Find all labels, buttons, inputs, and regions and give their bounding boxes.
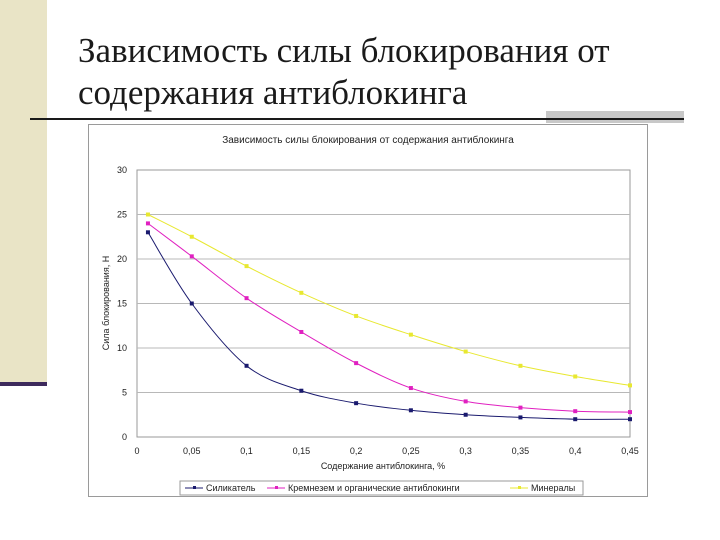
x-tick-label: 0,25 [402, 446, 420, 456]
series-group [145, 212, 632, 422]
x-axis-label: Содержание антиблокинга, % [321, 461, 445, 471]
x-tick-label: 0 [134, 446, 139, 456]
title-rule [30, 118, 684, 120]
series-line-2 [147, 223, 631, 413]
data-point [299, 329, 304, 334]
data-point [628, 383, 632, 388]
x-tick-label: 0,15 [293, 446, 311, 456]
y-tick-label: 0 [122, 432, 127, 442]
data-point [518, 415, 523, 420]
y-tick-label: 30 [117, 165, 127, 175]
data-point [145, 230, 150, 235]
data-point [573, 417, 578, 422]
data-point [354, 313, 359, 318]
data-point [573, 374, 578, 379]
y-tick-label: 10 [117, 343, 127, 353]
x-tick-label: 0,05 [183, 446, 201, 456]
data-point [189, 234, 194, 239]
x-tick-label: 0,1 [240, 446, 253, 456]
legend-marker [193, 486, 196, 489]
x-tick-label: 0,3 [459, 446, 472, 456]
y-tick-label: 20 [117, 254, 127, 264]
data-point [463, 399, 468, 404]
data-point [189, 301, 194, 306]
data-point [518, 405, 523, 410]
legend-entry: Силикатель [206, 483, 256, 493]
slide-title: Зависимость силы блокирования от содержа… [78, 31, 610, 112]
data-point [189, 254, 194, 259]
side-decor-bar [0, 0, 47, 382]
legend-marker [518, 486, 521, 489]
side-decor-accent [0, 382, 47, 386]
x-tick-label: 0,45 [621, 446, 639, 456]
x-axis: 0 0,05 0,1 0,15 0,2 0,25 0,3 0,35 0,4 0,45 [134, 446, 638, 456]
x-tick-label: 0,35 [512, 446, 530, 456]
data-point [628, 417, 632, 422]
y-axis: 0 5 10 15 20 25 30 [117, 165, 127, 442]
y-axis-label: Сила блокирования, Н [101, 256, 111, 350]
data-point [299, 388, 304, 393]
data-point [244, 264, 249, 269]
data-point [518, 363, 523, 368]
grid-lines [137, 214, 630, 393]
chart-title: Зависимость силы блокирования от содержа… [222, 134, 514, 146]
data-point [244, 363, 249, 368]
data-point [408, 408, 413, 413]
data-point [244, 296, 249, 301]
data-point [463, 349, 468, 354]
y-tick-label: 5 [122, 388, 127, 398]
data-point [354, 401, 359, 406]
data-point [463, 412, 468, 417]
legend: Силикатель Кремнезем и органические антиб… [179, 480, 584, 496]
data-point [145, 212, 150, 217]
data-point [299, 290, 304, 295]
x-tick-label: 0,4 [569, 446, 582, 456]
x-tick-label: 0,2 [350, 446, 363, 456]
data-point [408, 332, 413, 337]
data-point [573, 409, 578, 414]
data-point [145, 221, 150, 226]
data-point [354, 361, 359, 366]
series-line-3 [147, 214, 631, 386]
data-point [408, 386, 413, 391]
legend-entry: Кремнезем и органические антиблокинги [288, 483, 460, 493]
legend-marker [275, 486, 278, 489]
y-tick-label: 25 [117, 210, 127, 220]
series-line-1 [147, 232, 631, 420]
data-point [628, 410, 632, 415]
title-rule-accent [546, 111, 684, 123]
y-tick-label: 15 [117, 299, 127, 309]
legend-box [179, 480, 584, 496]
legend-entry: Минералы [531, 483, 575, 493]
